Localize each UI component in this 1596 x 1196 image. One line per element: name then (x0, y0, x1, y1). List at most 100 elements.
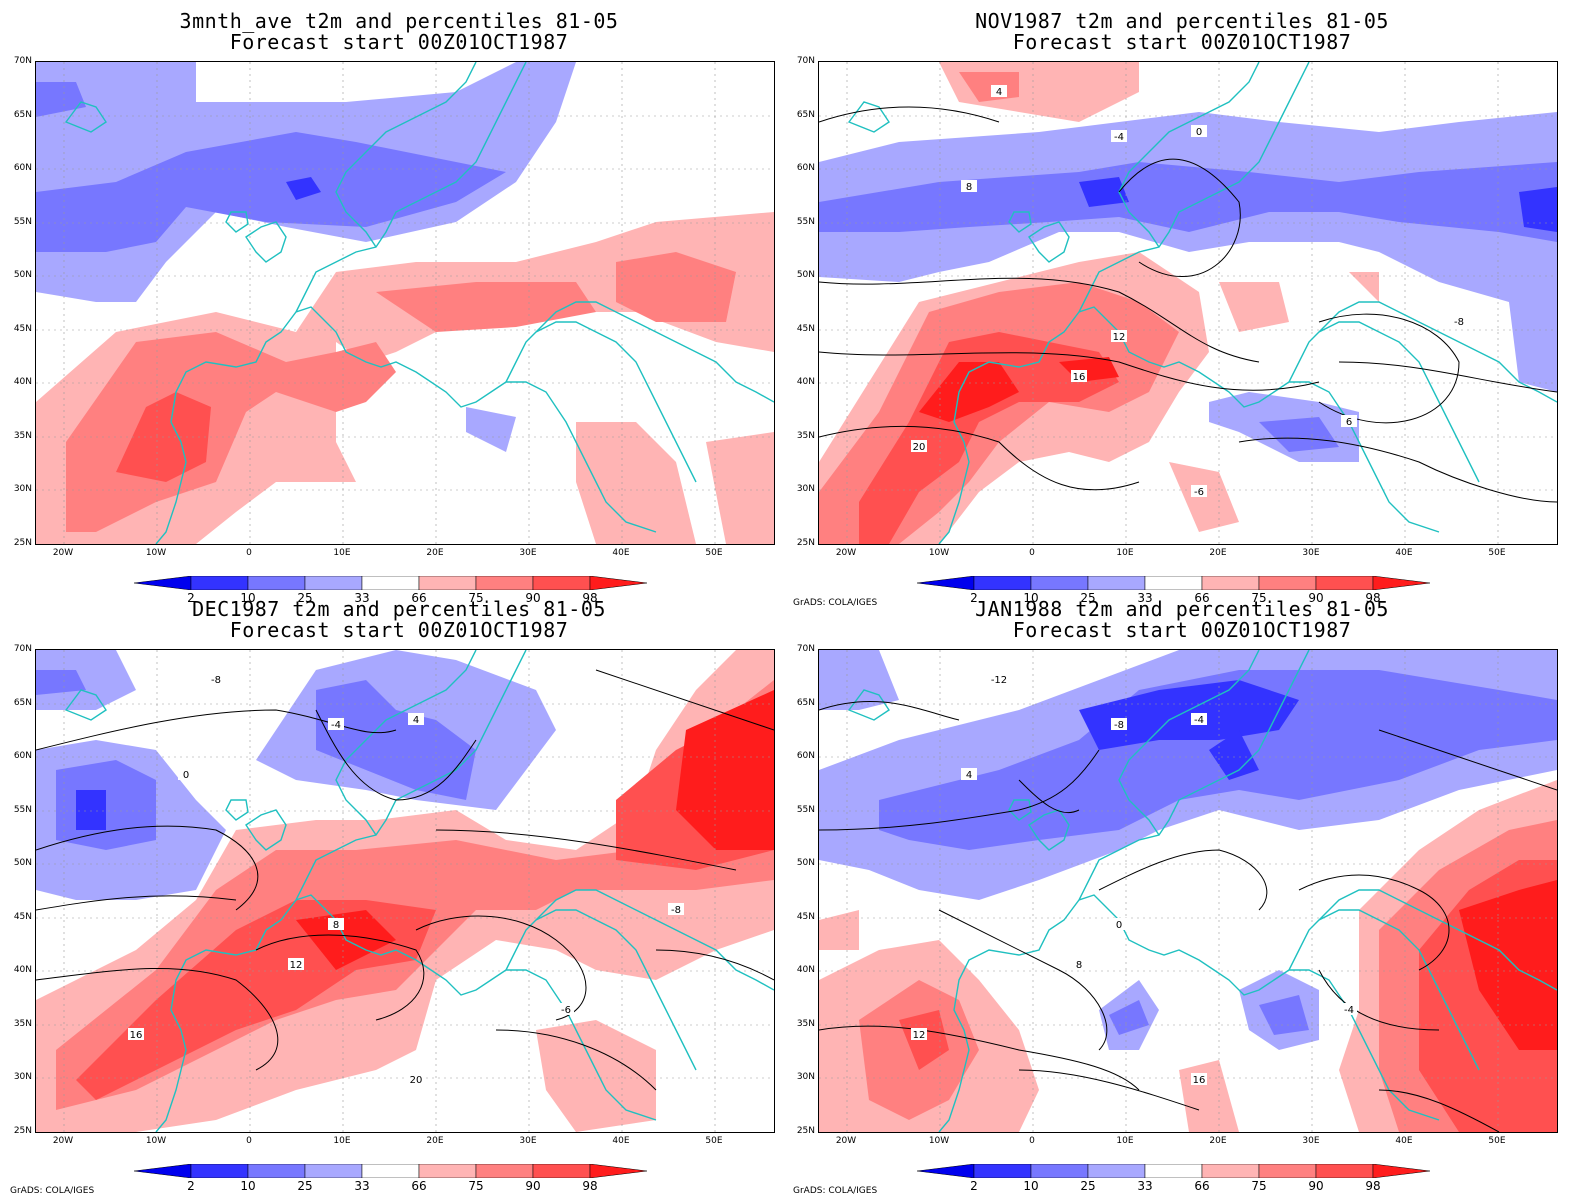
percentile-shading (1079, 177, 1129, 207)
lat-tick-label: 55N (13, 217, 32, 227)
lat-tick-label: 40N (796, 377, 815, 387)
temperature-contour (1298, 874, 1450, 971)
percentile-shading (1259, 995, 1309, 1035)
lon-tick-label: 50E (705, 1136, 723, 1146)
temperature-contour (435, 829, 737, 871)
contour-label: 8 (961, 180, 977, 193)
colorbar-swatch (418, 1163, 477, 1179)
lat-tick-label: 30N (13, 484, 32, 494)
map-area (35, 61, 775, 545)
lon-tick-label: 10W (928, 1136, 950, 1146)
colorbar-swatch (247, 1163, 306, 1179)
lon-tick-label: 10W (928, 548, 950, 558)
lat-tick-label: 30N (796, 484, 815, 494)
panel-subtitle: Forecast start 00Z01OCT1987 (229, 618, 569, 642)
lat-tick-label: 55N (796, 805, 815, 815)
contour-label: -4 (1191, 713, 1207, 726)
lat-tick-label: 60N (13, 163, 32, 173)
lon-tick-label: 30E (1302, 1136, 1320, 1146)
svg-text:20: 20 (410, 1075, 423, 1086)
lat-tick-label: 50N (796, 270, 815, 280)
colorbar-label: 98 (582, 1179, 598, 1193)
svg-text:4: 4 (996, 87, 1002, 98)
colorbar-swatch (973, 1163, 1032, 1179)
lon-tick-label: 0 (1029, 548, 1035, 558)
contour-label: 20 (408, 1073, 424, 1086)
colorbar-label: 75 (1251, 1179, 1267, 1193)
lat-tick-label: 35N (13, 431, 32, 441)
map-svg: 4 -4 0 8 12 16 20 -6 6 -8 (819, 62, 1557, 544)
colorbar-label: 90 (1308, 591, 1324, 605)
colorbar-label: 10 (240, 591, 256, 605)
temperature-contour (315, 709, 477, 801)
colorbar-label: 25 (297, 591, 313, 605)
lat-tick-label: 40N (13, 965, 32, 975)
temperature-contour (819, 700, 960, 721)
svg-text:-8: -8 (1454, 317, 1464, 328)
svg-text:0: 0 (1196, 127, 1202, 138)
percentile-shading (676, 690, 774, 850)
contour-label: 0 (1111, 918, 1127, 931)
lon-tick-label: 30E (1302, 548, 1320, 558)
contour-label: -6 (1191, 485, 1207, 498)
lon-tick-label: 20E (426, 548, 444, 558)
colorbar-label: 66 (1194, 1179, 1210, 1193)
contour-label: -4 (1111, 130, 1127, 143)
panel-title: NOV1987 t2m and percentiles 81-05 (975, 9, 1389, 33)
contour-label: 6 (1341, 415, 1357, 428)
percentile-shading (466, 407, 516, 452)
svg-text:16: 16 (130, 1030, 143, 1041)
svg-text:8: 8 (333, 920, 339, 931)
colorbar-label: 25 (297, 1179, 313, 1193)
colorbar-label: 66 (411, 1179, 427, 1193)
colorbar-label: 2 (187, 1179, 195, 1193)
lon-tick-label: 10E (333, 1136, 351, 1146)
grads-credit: GrADS: COLA/IGES (793, 598, 878, 608)
percentile-shading (819, 650, 899, 710)
colorbar-swatch (361, 1163, 420, 1179)
colorbar-swatch (190, 1163, 249, 1179)
lon-tick-label: 10W (145, 548, 167, 558)
lon-tick-label: 20W (835, 548, 857, 558)
colorbar-label: 75 (468, 1179, 484, 1193)
svg-text:-12: -12 (991, 675, 1007, 686)
colorbar-swatch (1144, 1163, 1203, 1179)
svg-text:-4: -4 (1344, 1005, 1354, 1016)
percentile-shading (1079, 680, 1299, 750)
panel-title: DEC1987 t2m and percentiles 81-05 (192, 597, 606, 621)
colorbar (133, 575, 674, 591)
lat-tick-label: 45N (13, 912, 32, 922)
lat-tick-label: 55N (13, 805, 32, 815)
temperature-contour (36, 709, 397, 751)
temperature-contour (255, 934, 425, 1021)
svg-text:16: 16 (1193, 1075, 1206, 1086)
temperature-contour (36, 825, 259, 911)
contour-label: -8 (208, 673, 224, 686)
percentile-shading (576, 422, 696, 544)
temperature-contour (938, 909, 1108, 1051)
colorbar-label: 90 (525, 1179, 541, 1193)
contour-label: -8 (1451, 315, 1467, 328)
lon-tick-label: 20E (1209, 548, 1227, 558)
svg-text:-4: -4 (1194, 715, 1204, 726)
percentile-shading (1259, 417, 1339, 452)
coastline (847, 62, 1557, 544)
temperature-contour (819, 277, 1260, 363)
colorbar-label: 75 (468, 591, 484, 605)
lon-tick-label: 20W (52, 548, 74, 558)
panel-3month: 3mnth_ave t2m and percentiles 81-05 Forec… (0, 0, 798, 604)
colorbar-label: 75 (1251, 591, 1267, 605)
colorbar-label: 90 (525, 591, 541, 605)
percentile-shading (1459, 880, 1557, 1050)
lon-tick-label: 20W (835, 1136, 857, 1146)
svg-text:0: 0 (183, 770, 189, 781)
lon-tick-label: 20E (426, 1136, 444, 1146)
colorbar-label: 2 (970, 591, 978, 605)
colorbar-label: 10 (240, 1179, 256, 1193)
svg-text:12: 12 (1113, 332, 1126, 343)
colorbar-label: 98 (1365, 1179, 1381, 1193)
contour-label: -6 (558, 1003, 574, 1016)
svg-text:12: 12 (290, 960, 303, 971)
percentile-shading (36, 650, 136, 710)
svg-text:8: 8 (966, 182, 972, 193)
